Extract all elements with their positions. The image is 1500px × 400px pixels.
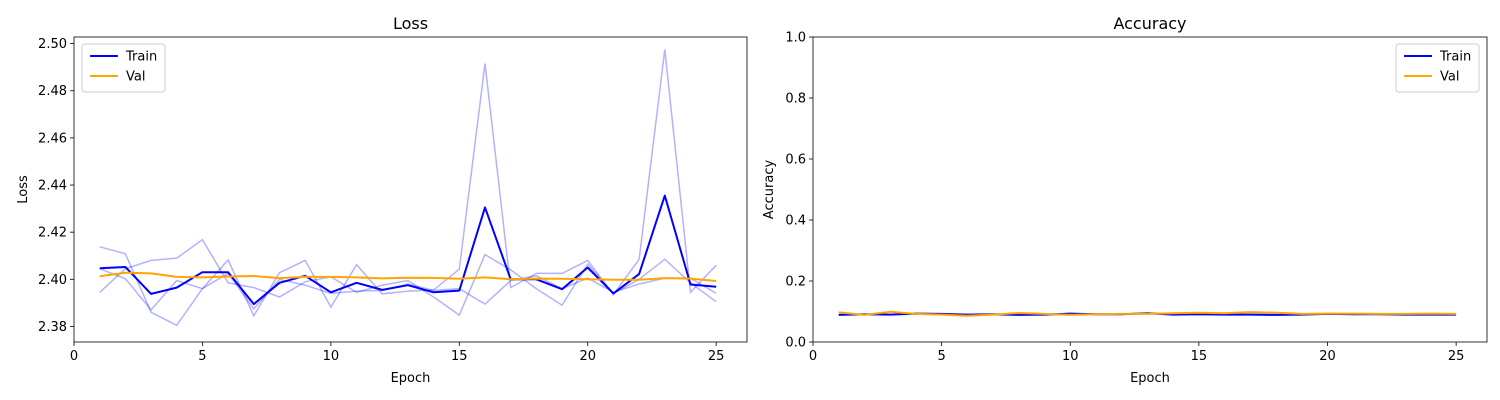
accuracy-x-tick-label: 10 — [1062, 349, 1079, 364]
loss-y-tick-label: 2.46 — [38, 131, 67, 146]
loss-legend: Train Val — [81, 43, 166, 93]
loss-x-tick-label: 0 — [70, 349, 78, 364]
loss-y-axis-label: Loss — [16, 175, 31, 204]
loss-y-tick-label: 2.44 — [38, 179, 67, 194]
accuracy-x-tick-label: 20 — [1319, 349, 1336, 364]
loss-train-line — [99, 194, 717, 306]
accuracy-y-axis-label: Accuracy — [762, 160, 777, 220]
accuracy-axes-frame — [812, 36, 1488, 343]
loss-y-tick-label: 2.48 — [38, 84, 67, 99]
accuracy-y-tick-label: 0.2 — [785, 275, 806, 290]
loss-val-line — [99, 271, 717, 282]
accuracy-legend-label-val: Val — [1440, 70, 1459, 85]
accuracy-x-tick-label: 0 — [809, 349, 817, 364]
loss-y-tick-label: 2.38 — [38, 320, 67, 335]
loss-x-tick-label: 5 — [198, 349, 206, 364]
loss-run-line-1 — [99, 49, 717, 327]
accuracy-y-tick-label: 0.4 — [785, 214, 806, 229]
accuracy-val-line — [838, 310, 1457, 317]
accuracy-x-tick-label: 25 — [1448, 349, 1465, 364]
loss-legend-label-train: Train — [125, 50, 157, 65]
accuracy-x-tick-label: 5 — [937, 349, 945, 364]
accuracy-x-tick-label: 15 — [1191, 349, 1208, 364]
accuracy-chart: Accuracy 0 5 10 15 20 25 0.0 0.2 0.4 0.6 0.8 1.0 Epoc… — [762, 14, 1488, 386]
accuracy-plot-area — [838, 310, 1457, 317]
loss-x-axis-label: Epoch — [391, 371, 431, 386]
loss-x-tick-label: 15 — [451, 349, 468, 364]
loss-y-tick-label: 2.40 — [38, 273, 67, 288]
loss-x-tick-label: 25 — [708, 349, 725, 364]
loss-x-tick-label: 20 — [579, 349, 596, 364]
accuracy-y-tick-label: 0.8 — [785, 92, 806, 107]
accuracy-title: Accuracy — [1113, 14, 1186, 33]
accuracy-x-axis-label: Epoch — [1130, 371, 1170, 386]
loss-title: Loss — [393, 14, 428, 33]
loss-legend-label-val: Val — [126, 70, 145, 85]
loss-y-tick-label: 2.50 — [38, 37, 67, 52]
loss-chart: Loss 0 5 10 15 20 25 2.38 2.40 2.42 2.44 2.46 2.48 2.… — [16, 14, 748, 386]
loss-x-tick-label: 10 — [323, 349, 340, 364]
loss-axes-frame — [73, 36, 748, 343]
accuracy-y-tick-label: 1.0 — [785, 31, 806, 46]
accuracy-legend: Train Val — [1395, 43, 1480, 93]
accuracy-legend-label-train: Train — [1439, 50, 1471, 65]
loss-y-tick-label: 2.42 — [38, 226, 67, 241]
loss-plot-area — [99, 49, 717, 327]
accuracy-y-tick-label: 0.0 — [785, 336, 806, 351]
accuracy-y-tick-label: 0.6 — [785, 153, 806, 168]
